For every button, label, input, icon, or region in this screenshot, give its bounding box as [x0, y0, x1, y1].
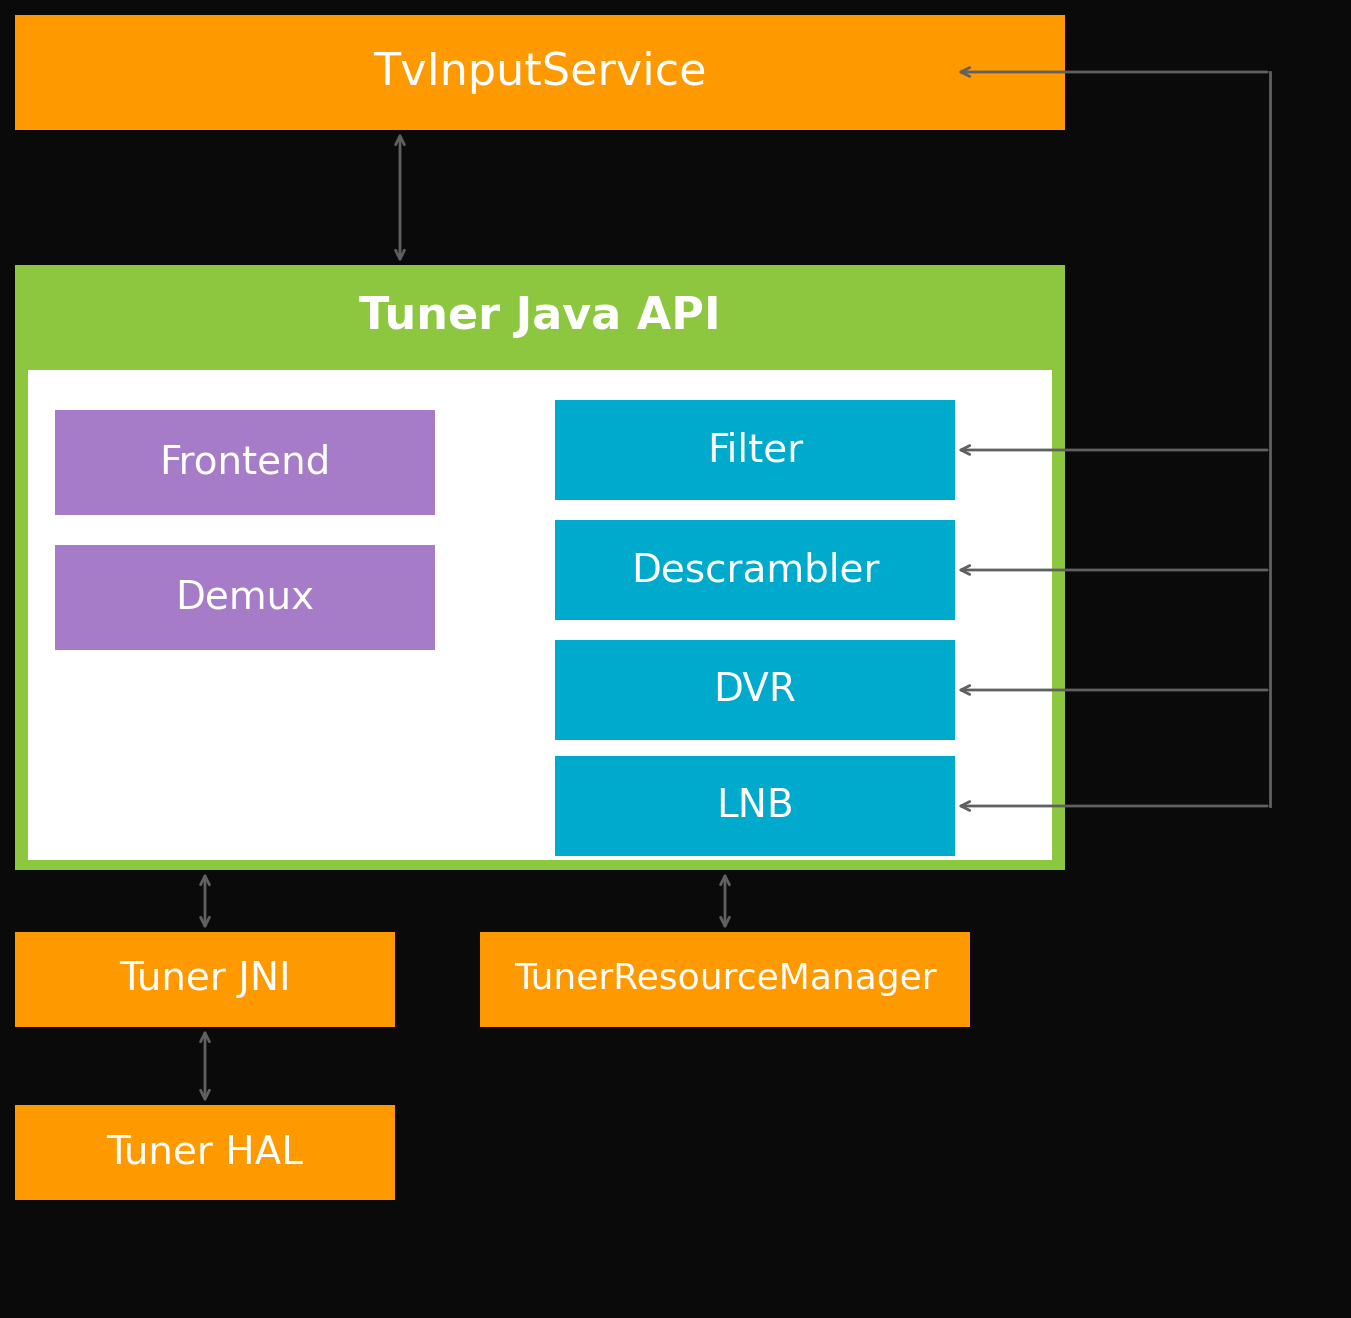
Bar: [28, 370, 1052, 861]
Bar: [555, 757, 955, 855]
Text: Tuner HAL: Tuner HAL: [107, 1133, 304, 1172]
Text: Tuner Java API: Tuner Java API: [359, 295, 721, 339]
Text: Descrambler: Descrambler: [631, 551, 880, 589]
Text: Filter: Filter: [707, 431, 802, 469]
Bar: [55, 410, 435, 515]
Text: Frontend: Frontend: [159, 443, 331, 481]
Bar: [55, 546, 435, 650]
Bar: [555, 399, 955, 500]
Bar: [15, 932, 394, 1027]
Bar: [480, 932, 970, 1027]
Text: DVR: DVR: [713, 671, 797, 709]
Bar: [555, 521, 955, 619]
Text: LNB: LNB: [716, 787, 794, 825]
Text: Tuner JNI: Tuner JNI: [119, 961, 290, 999]
Text: TvInputService: TvInputService: [373, 51, 707, 94]
Bar: [15, 1104, 394, 1199]
Bar: [15, 14, 1065, 130]
Bar: [15, 265, 1065, 870]
Text: TunerResourceManager: TunerResourceManager: [513, 962, 936, 996]
Text: Demux: Demux: [176, 579, 315, 617]
Bar: [555, 641, 955, 739]
